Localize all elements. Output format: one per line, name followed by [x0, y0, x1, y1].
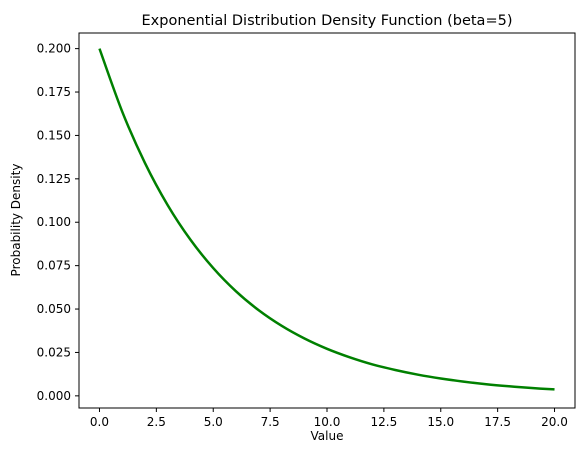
x-tick-label: 0.0 — [90, 415, 109, 429]
x-tick-label: 10.0 — [314, 415, 341, 429]
x-tick-label: 2.5 — [147, 415, 166, 429]
x-tick-label: 15.0 — [427, 415, 454, 429]
y-tick-label: 0.100 — [37, 215, 71, 229]
y-tick-label: 0.150 — [37, 128, 71, 142]
x-tick-label: 17.5 — [484, 415, 511, 429]
chart-title: Exponential Distribution Density Functio… — [142, 13, 513, 29]
y-tick-label: 0.075 — [37, 259, 71, 273]
y-tick-label: 0.175 — [37, 85, 71, 99]
x-axis: 0.0 2.5 5.0 7.5 10.0 12.5 15.0 17.5 20.0 — [90, 408, 568, 429]
x-axis-label: Value — [311, 429, 344, 443]
y-axis: 0.000 0.025 0.050 0.075 0.100 0.125 0.150 0.175… — [37, 42, 79, 403]
x-tick-label: 5.0 — [204, 415, 223, 429]
x-tick-label: 12.5 — [371, 415, 398, 429]
y-tick-label: 0.050 — [37, 302, 71, 316]
x-tick-label: 20.0 — [541, 415, 568, 429]
y-tick-label: 0.125 — [37, 172, 71, 186]
plot-frame — [78, 32, 576, 409]
y-tick-label: 0.000 — [37, 389, 71, 403]
density-curve — [98, 48, 555, 391]
plot-area: 0.0 2.5 5.0 7.5 10.0 12.5 15.0 17.5 20.0 0.0000.… — [37, 32, 576, 429]
y-axis-label: Probability Density — [9, 164, 23, 277]
y-tick-label: 0.025 — [37, 345, 71, 359]
x-tick-label: 7.5 — [261, 415, 280, 429]
y-tick-label: 0.200 — [37, 42, 71, 56]
